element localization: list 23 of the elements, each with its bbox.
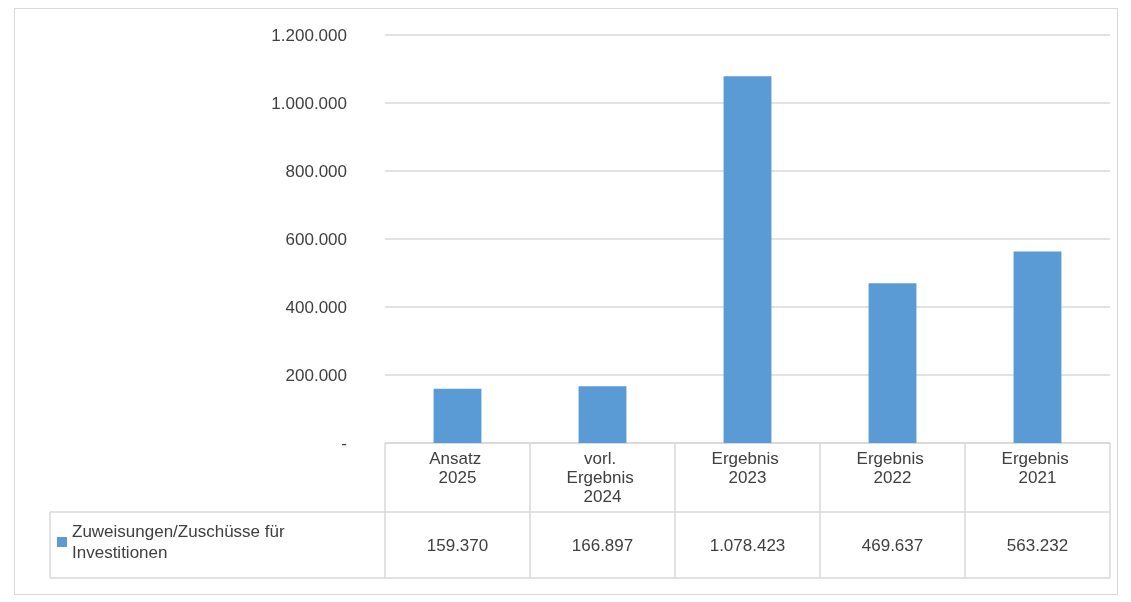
y-tick-label: 600.000 [285,229,347,249]
x-tick-label: Ergebnis 2022 [856,449,929,487]
y-tick-label: 800.000 [285,161,347,181]
bar [433,388,482,443]
bar [1013,251,1062,443]
bar [578,386,627,443]
bar [723,76,772,443]
data-label: 1.078.423 [709,535,786,555]
x-tick-label: vorl. Ergebnis 2024 [566,449,639,506]
x-tick-label: Ergebnis 2021 [1001,449,1074,487]
x-tick-label: Ansatz 2025 [429,449,486,487]
data-label: 469.637 [861,535,924,555]
y-tick-label: 1.000.000 [271,93,347,113]
legend-label: Zuweisungen/Zuschüsse für Investitionen [72,522,290,562]
y-tick-label: 400.000 [285,297,347,317]
data-label: 159.370 [426,535,489,555]
y-tick-label: - [341,433,347,453]
data-label: 563.232 [1006,535,1069,555]
bar [868,283,917,443]
x-tick-label: Ergebnis 2023 [711,449,784,487]
y-tick-label: 1.200.000 [271,25,347,45]
data-label: 166.897 [571,535,634,555]
y-tick-label: 200.000 [285,365,347,385]
